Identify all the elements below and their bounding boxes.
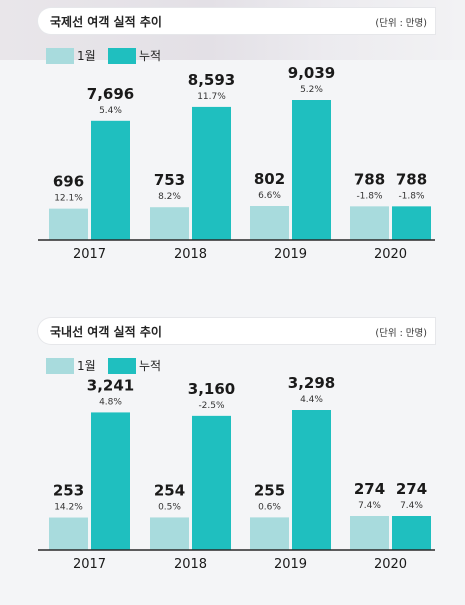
value-label-cumulative-2018: 3,160 — [188, 380, 235, 398]
x-tick-label-2017: 2017 — [73, 557, 106, 572]
bar-month-2017 — [49, 517, 88, 550]
legend-swatch-cumulative — [108, 358, 136, 374]
change-label-cumulative-2017: 4.8% — [99, 397, 122, 407]
bar-cumulative-2017 — [91, 412, 130, 550]
x-tick-label-2018: 2018 — [174, 247, 207, 262]
change-label-cumulative-2018: 11.7% — [197, 92, 226, 102]
bar-cumulative-2020 — [392, 206, 431, 240]
bar-cumulative-2018 — [192, 415, 231, 550]
legend-label-cumulative: 누적 — [139, 49, 162, 63]
value-label-cumulative-2017: 7,696 — [87, 85, 134, 103]
chart-unit: (단위 : 만명) — [375, 18, 427, 29]
change-label-cumulative-2020: -1.8% — [398, 191, 425, 201]
bar-cumulative-2018 — [192, 106, 231, 241]
value-label-month-2020: 274 — [354, 480, 385, 498]
value-label-cumulative-2018: 8,593 — [188, 71, 235, 89]
chart-header: 국제선 여객 실적 추이 (단위 : 만명) — [38, 8, 435, 34]
x-tick-label-2019: 2019 — [274, 247, 307, 262]
legend-swatch-month — [46, 48, 74, 64]
value-label-cumulative-2020: 274 — [396, 480, 427, 498]
change-label-cumulative-2017: 5.4% — [99, 106, 122, 116]
change-label-month-2017: 12.1% — [54, 194, 83, 204]
change-label-month-2018: 0.5% — [158, 502, 181, 512]
value-label-month-2018: 753 — [154, 171, 185, 189]
legend-label-cumulative: 누적 — [139, 359, 162, 373]
international-chart-panel: 국제선 여객 실적 추이 (단위 : 만명) 1월 누적 12.1% 696 5.4… — [38, 8, 435, 270]
change-label-month-2017: 14.2% — [54, 503, 83, 513]
bar-cumulative-2019 — [292, 410, 331, 550]
legend-label-month: 1월 — [77, 359, 96, 373]
bar-cumulative-2017 — [91, 120, 130, 240]
bar-cumulative-2020 — [392, 516, 431, 550]
chart-header: 국내선 여객 실적 추이 (단위 : 만명) — [38, 318, 435, 344]
value-label-month-2019: 255 — [254, 481, 285, 499]
change-label-cumulative-2020: 7.4% — [400, 501, 423, 511]
change-label-month-2018: 8.2% — [158, 192, 181, 202]
change-label-month-2019: 6.6% — [258, 191, 281, 201]
bar-month-2017 — [49, 208, 88, 240]
bar-month-2018 — [150, 207, 189, 240]
change-label-cumulative-2019: 4.4% — [300, 395, 323, 405]
change-label-month-2020: 7.4% — [358, 501, 381, 511]
chart-unit: (단위 : 만명) — [375, 328, 427, 339]
legend-swatch-cumulative — [108, 48, 136, 64]
bar-month-2020 — [350, 206, 389, 240]
bar-month-2018 — [150, 517, 189, 550]
domestic-chart-panel: 국내선 여객 실적 추이 (단위 : 만명) 1월 누적 14.2% 253 4.8… — [38, 318, 435, 580]
bar-month-2019 — [250, 206, 289, 240]
value-label-cumulative-2020: 788 — [396, 170, 427, 188]
chart-title: 국내선 여객 실적 추이 — [50, 325, 162, 339]
international-bar-chart: 12.1% 696 5.4% 7,696 2017 8.2% 753 11.7% 8,593 20… — [38, 64, 435, 262]
x-tick-label-2018: 2018 — [174, 557, 207, 572]
change-label-cumulative-2019: 5.2% — [300, 85, 323, 95]
value-label-month-2017: 253 — [53, 482, 84, 500]
chart-title: 국제선 여객 실적 추이 — [50, 15, 162, 29]
value-label-month-2017: 696 — [53, 173, 84, 191]
change-label-cumulative-2018: -2.5% — [198, 401, 225, 411]
bar-cumulative-2019 — [292, 100, 331, 240]
x-tick-label-2020: 2020 — [374, 247, 407, 262]
value-label-month-2020: 788 — [354, 170, 385, 188]
value-label-month-2018: 254 — [154, 481, 185, 499]
x-tick-label-2017: 2017 — [73, 247, 106, 262]
domestic-bar-chart: 14.2% 253 4.8% 3,241 2017 0.5% 254 -2.5% 3,160 20… — [38, 374, 435, 572]
bar-month-2020 — [350, 516, 389, 550]
x-tick-label-2020: 2020 — [374, 557, 407, 572]
bar-month-2019 — [250, 517, 289, 550]
value-label-cumulative-2017: 3,241 — [87, 376, 134, 394]
legend-swatch-month — [46, 358, 74, 374]
change-label-month-2020: -1.8% — [356, 191, 383, 201]
change-label-month-2019: 0.6% — [258, 502, 281, 512]
value-label-cumulative-2019: 9,039 — [288, 64, 335, 82]
value-label-month-2019: 802 — [254, 170, 285, 188]
value-label-cumulative-2019: 3,298 — [288, 374, 335, 392]
legend-label-month: 1월 — [77, 49, 96, 63]
x-tick-label-2019: 2019 — [274, 557, 307, 572]
